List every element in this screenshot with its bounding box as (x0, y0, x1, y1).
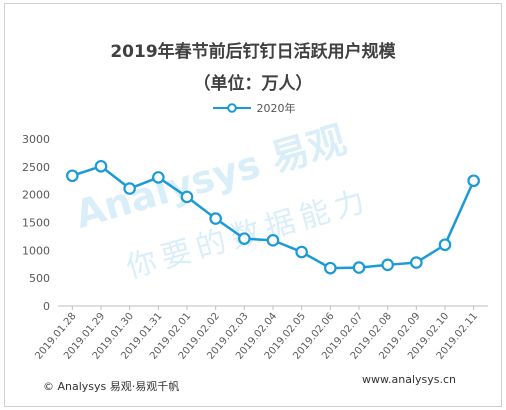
footer-website: www.analysys.cn (362, 373, 456, 386)
chart-frame (4, 3, 502, 407)
legend-line-marker-icon (212, 103, 251, 113)
chart-subtitle: （单位：万人） (193, 74, 313, 94)
footer-copyright: © Analysys 易观·易观千帆 (43, 380, 180, 393)
legend-label: 2020年 (256, 102, 296, 115)
chart-title: 2019年春节前后钉钉日活跃用户规模 (110, 42, 396, 62)
legend: 2020年 (0, 100, 506, 117)
